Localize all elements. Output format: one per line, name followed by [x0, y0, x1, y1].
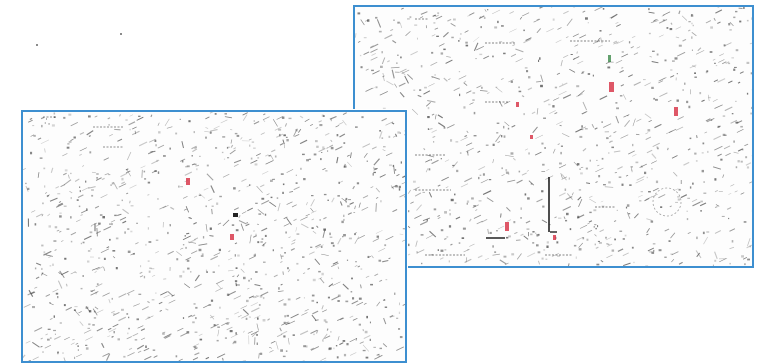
map-sheet-left — [21, 110, 407, 363]
red-highlight-marker — [505, 222, 509, 231]
map-contour — [652, 187, 682, 217]
red-highlight-marker — [553, 235, 556, 240]
red-highlight-marker — [186, 178, 190, 185]
green-marker — [608, 55, 611, 62]
scan-speck — [36, 44, 38, 46]
black-marker — [233, 213, 238, 217]
map-drawing-right — [355, 7, 752, 266]
red-highlight-marker — [516, 102, 519, 107]
red-highlight-marker — [674, 107, 678, 116]
map-drawing-left — [23, 112, 405, 361]
map-linework — [23, 112, 405, 361]
map-sheet-right — [353, 5, 754, 268]
scan-speck — [120, 33, 122, 35]
red-highlight-marker — [609, 82, 614, 92]
red-highlight-marker — [230, 234, 234, 240]
red-highlight-marker — [530, 135, 533, 139]
map-linework — [355, 7, 752, 266]
